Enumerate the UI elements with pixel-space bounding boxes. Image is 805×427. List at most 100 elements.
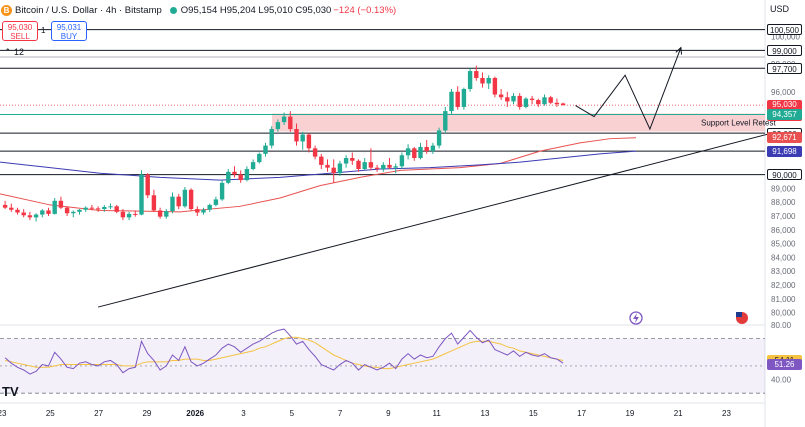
candle-body	[319, 156, 324, 165]
candle-body	[325, 164, 330, 168]
time-tick-label: 11	[433, 409, 442, 418]
candle-body	[474, 71, 479, 78]
candle-body	[517, 95, 522, 107]
currency-selector[interactable]: USD	[770, 4, 790, 14]
sell-label: SELL	[10, 32, 30, 41]
candle-body	[536, 100, 541, 105]
level-price-badge: 90,000	[767, 169, 802, 181]
candle-body	[455, 91, 460, 107]
candle-body	[443, 111, 448, 131]
time-tick-label: 15	[529, 409, 538, 418]
price-tick-label: 87,000	[771, 212, 796, 221]
candle-body	[498, 94, 504, 98]
candle-body	[505, 97, 510, 102]
time-tick-label: 19	[625, 409, 634, 418]
candle-body	[77, 209, 82, 212]
candle-body	[387, 164, 392, 168]
candle-body	[188, 189, 194, 210]
candle-body	[176, 196, 181, 207]
candle-body	[120, 211, 126, 218]
indicators-collapse-toggle[interactable]: ⌃ 12	[4, 47, 25, 57]
candle-body	[418, 146, 423, 159]
ohlc-readout: O95,154 H95,204 L95,010 C95,030	[180, 4, 332, 16]
rsi-ma-line	[4, 336, 564, 370]
price-tick-label: 85,000	[771, 240, 796, 249]
candle-body	[9, 207, 14, 210]
candle-body	[381, 164, 386, 170]
candle-body	[71, 211, 76, 214]
candle-body	[201, 209, 206, 213]
candle-body	[356, 160, 361, 170]
change-readout: −124 (−0.13%)	[333, 4, 397, 16]
candle-body	[2, 204, 8, 208]
candle-body	[554, 102, 560, 105]
candle-body	[219, 182, 225, 200]
candle-body	[399, 155, 405, 167]
candle-body	[294, 129, 299, 142]
projection-path	[575, 47, 682, 131]
symbol-title[interactable]: Bitcoin / U.S. Dollar · 4h · Bitstamp	[15, 4, 162, 16]
candle-body	[27, 215, 33, 218]
time-tick-label: 17	[577, 409, 586, 418]
flag-canton	[736, 312, 742, 317]
candle-body	[529, 98, 535, 101]
candle-body	[269, 129, 274, 146]
price-tick-label: 84,000	[771, 253, 796, 262]
rsi-badge: 51.26	[767, 358, 802, 370]
ascending-trendline	[97, 130, 782, 308]
candle-body	[250, 162, 256, 170]
price-tick-label: 86,000	[771, 226, 796, 235]
candle-body	[232, 171, 237, 175]
candle-body	[83, 207, 88, 210]
projection-arrow-head	[675, 46, 683, 55]
spread-value: 1	[41, 26, 46, 35]
candle-body	[548, 97, 553, 103]
candle-body	[226, 171, 231, 183]
candle-body	[430, 145, 436, 152]
candle-body	[300, 134, 305, 142]
rsi-line	[4, 328, 564, 375]
time-tick-label: 27	[94, 409, 103, 418]
candle-body	[145, 174, 150, 196]
candle-body	[492, 77, 498, 95]
candle-body	[170, 196, 175, 212]
buy-price: 95,031	[56, 23, 82, 32]
candle-body	[257, 153, 262, 163]
candle-body	[238, 174, 243, 181]
candle-body	[195, 209, 200, 213]
time-tick-label: 7	[338, 409, 343, 418]
candle-body	[542, 97, 547, 105]
price-badge: 91,698	[767, 145, 802, 157]
price-tick-label: 100,000	[771, 33, 800, 42]
candle-body	[139, 174, 144, 215]
candle-body	[114, 206, 119, 212]
level-price-badge: 97,700	[767, 62, 802, 74]
support-zone-label: Support Level Retest	[701, 118, 776, 127]
time-tick-label: 23	[722, 409, 731, 418]
candle-body	[449, 91, 454, 112]
candle-body	[46, 210, 51, 214]
candle-body	[164, 211, 169, 217]
price-badge: 92,671	[767, 132, 802, 144]
sell-button[interactable]: 95,030 SELL	[2, 21, 38, 41]
candle-body	[182, 189, 188, 207]
candle-body	[133, 213, 138, 215]
ma-slow-line	[0, 150, 637, 181]
candle-body	[89, 207, 95, 209]
candle-body	[467, 71, 473, 90]
rsi-tick-label: 80.00	[771, 321, 792, 330]
candle-body	[374, 167, 380, 170]
chart-header: B Bitcoin / U.S. Dollar · 4h · Bitstamp …	[0, 0, 770, 20]
candle-body	[560, 103, 566, 106]
candle-body	[275, 122, 281, 130]
candle-body	[343, 158, 349, 164]
candle-body	[288, 116, 293, 130]
support-zone	[272, 113, 765, 132]
buy-button[interactable]: 95,031 BUY	[51, 21, 87, 41]
candle-body	[126, 213, 132, 218]
market-open-icon	[169, 6, 177, 14]
candle-body	[486, 77, 491, 84]
time-tick-label: 3	[241, 409, 246, 418]
candle-body	[21, 212, 26, 216]
